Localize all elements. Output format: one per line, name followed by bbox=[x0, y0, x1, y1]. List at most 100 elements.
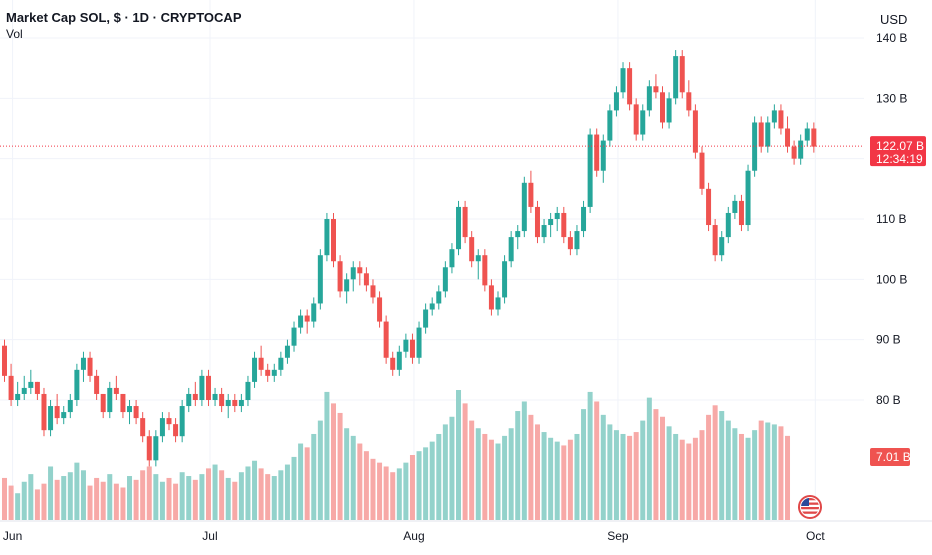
candle-body bbox=[41, 393, 47, 431]
volume-bar bbox=[377, 462, 383, 520]
candle-body bbox=[21, 387, 27, 394]
volume-bar bbox=[159, 481, 165, 520]
volume-bar bbox=[324, 391, 330, 520]
volume-bar bbox=[113, 483, 119, 520]
volume-bar bbox=[107, 474, 113, 520]
candle-body bbox=[488, 285, 494, 310]
volume-bar bbox=[245, 466, 251, 520]
candle-body bbox=[515, 231, 521, 238]
volume-bar bbox=[133, 479, 139, 520]
candle-body bbox=[627, 68, 633, 105]
volume-bar bbox=[317, 420, 323, 520]
candle-body bbox=[594, 134, 600, 171]
candle-body bbox=[482, 255, 488, 286]
candle-body bbox=[791, 146, 797, 159]
candle-body bbox=[304, 315, 310, 322]
candle-body bbox=[357, 267, 363, 274]
candle-body bbox=[574, 231, 580, 250]
volume-bar bbox=[771, 424, 777, 520]
volume-bar bbox=[719, 411, 725, 520]
candle-body bbox=[600, 140, 606, 171]
volume-bar bbox=[265, 474, 271, 520]
candle-body bbox=[798, 140, 804, 159]
candle-body bbox=[15, 393, 21, 400]
volume-bar bbox=[620, 433, 626, 520]
candle-body bbox=[534, 206, 540, 238]
candle-body bbox=[377, 297, 383, 322]
volume-bar bbox=[607, 424, 613, 520]
volume-bar bbox=[271, 476, 277, 520]
x-tick-label: Jun bbox=[3, 529, 22, 543]
volume-bar bbox=[396, 468, 402, 520]
candle-body bbox=[712, 225, 718, 256]
volume-bar bbox=[357, 443, 363, 520]
volume-bar bbox=[54, 479, 60, 520]
volume-bar bbox=[725, 420, 731, 520]
volume-bar bbox=[528, 414, 534, 520]
volume-bar bbox=[758, 420, 764, 520]
volume-bar bbox=[416, 451, 422, 520]
candle-body bbox=[166, 418, 172, 425]
candle-body bbox=[205, 375, 211, 400]
candle-body bbox=[692, 110, 698, 153]
candle-body bbox=[561, 212, 567, 238]
volume-bar bbox=[225, 477, 231, 520]
candle-body bbox=[429, 303, 435, 310]
volume-bar bbox=[495, 443, 501, 520]
candle-body bbox=[100, 393, 106, 413]
candle-body bbox=[140, 418, 146, 437]
volume-bar bbox=[383, 466, 389, 520]
candle-body bbox=[508, 237, 514, 262]
candle-body bbox=[640, 110, 646, 135]
candle-body bbox=[94, 375, 100, 394]
candle-body bbox=[403, 339, 409, 352]
volume-bar bbox=[153, 474, 159, 520]
volume-bar bbox=[600, 414, 606, 520]
candle-body bbox=[48, 406, 54, 431]
candle-body bbox=[396, 351, 402, 370]
candle-body bbox=[673, 56, 679, 99]
candle-body bbox=[686, 92, 692, 111]
candle-body bbox=[8, 375, 14, 400]
volume-bar bbox=[627, 435, 633, 520]
volume-bar bbox=[331, 403, 336, 520]
candle-body bbox=[271, 369, 277, 376]
x-tick-label: Sep bbox=[607, 529, 629, 543]
volume-bar bbox=[423, 447, 429, 520]
volume-bar bbox=[219, 470, 225, 520]
candle-body bbox=[528, 182, 534, 207]
us-flag-icon[interactable] bbox=[797, 494, 823, 520]
candle-body bbox=[291, 327, 297, 346]
candle-body bbox=[61, 412, 67, 419]
candle-body bbox=[278, 357, 284, 370]
candle-body bbox=[620, 68, 626, 93]
volume-bar bbox=[561, 445, 567, 520]
volume-bar bbox=[370, 458, 376, 520]
volume-bar bbox=[653, 409, 659, 520]
volume-bar bbox=[785, 435, 791, 520]
volume-bar bbox=[120, 487, 126, 520]
volume-bar bbox=[41, 483, 47, 520]
volume-bar bbox=[166, 477, 172, 520]
candle-body bbox=[258, 357, 264, 370]
y-tick-label: 110 B bbox=[876, 212, 906, 226]
volume-bar bbox=[298, 443, 304, 520]
candle-body bbox=[127, 406, 133, 413]
candle-body bbox=[449, 249, 455, 268]
volume-bar bbox=[258, 468, 264, 520]
currency-button[interactable]: USD bbox=[880, 11, 908, 27]
candle-body bbox=[548, 219, 554, 226]
volume-bar bbox=[337, 412, 343, 520]
volume-bar bbox=[304, 447, 310, 520]
volume-bar bbox=[581, 409, 587, 520]
candle-body bbox=[541, 225, 547, 238]
volume-bar bbox=[278, 470, 284, 520]
candle-body bbox=[613, 92, 619, 111]
candle-body bbox=[752, 122, 758, 171]
volume-bar bbox=[475, 428, 481, 520]
volume-bar bbox=[613, 430, 619, 520]
volume-bar bbox=[541, 432, 547, 520]
candle-body bbox=[219, 393, 225, 407]
